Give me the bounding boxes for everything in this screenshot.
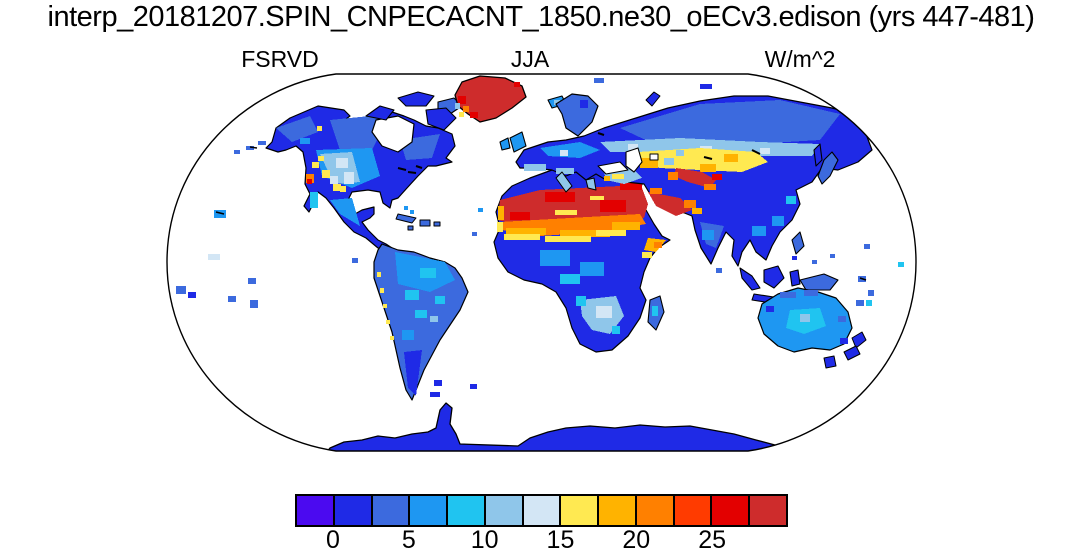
robinson-outline bbox=[166, 73, 917, 452]
colorbar-segment bbox=[372, 496, 411, 525]
figure-title: interp_20181207.SPIN_CNPECACNT_1850.ne30… bbox=[47, 1, 1035, 33]
season-label: JJA bbox=[510, 46, 550, 72]
colorbar-segments bbox=[297, 496, 786, 525]
land-east-asia-islands bbox=[791, 143, 839, 255]
colorbar-segment bbox=[561, 496, 600, 525]
land-south-america bbox=[373, 243, 469, 401]
colorbar-segment bbox=[448, 496, 486, 525]
colorbar-segment bbox=[334, 496, 373, 525]
variable-label: FSRVD bbox=[241, 46, 319, 72]
colorbar-ticks: 0 5 10 15 20 25 bbox=[295, 526, 788, 554]
colorbar-segment bbox=[523, 496, 562, 525]
black-sea bbox=[597, 161, 629, 175]
units-label: W/m^2 bbox=[764, 46, 836, 72]
colorbar-segment bbox=[297, 496, 335, 525]
land-eurasia bbox=[515, 78, 879, 267]
colorbar-tick-label: 5 bbox=[401, 526, 416, 554]
land-australia bbox=[757, 287, 867, 369]
caspian-sea bbox=[625, 147, 643, 173]
land-greenland bbox=[454, 75, 527, 123]
colorbar-segment bbox=[485, 496, 524, 525]
colorbar-segment bbox=[712, 496, 751, 525]
land-north-america bbox=[234, 91, 463, 253]
colorbar-segment bbox=[750, 496, 786, 525]
aral-sea bbox=[649, 153, 659, 161]
colorbar-segment bbox=[599, 496, 637, 525]
island-outline-marks bbox=[215, 146, 867, 281]
colorbar-tick-label: 25 bbox=[698, 526, 727, 554]
new-zealand-south bbox=[843, 345, 861, 361]
colorbar-tick-label: 15 bbox=[546, 526, 575, 554]
colorbar-segment bbox=[674, 496, 713, 525]
hudson-bay bbox=[371, 115, 415, 153]
colorbar-segment bbox=[410, 496, 449, 525]
lake-marks bbox=[597, 132, 761, 160]
tasmania bbox=[823, 355, 837, 369]
land-nw-europe-islands bbox=[499, 93, 599, 153]
new-zealand-north bbox=[851, 331, 867, 349]
great-lakes-marks bbox=[397, 165, 423, 174]
colorbar-tick-label: 0 bbox=[325, 526, 340, 554]
land-antarctica bbox=[319, 402, 797, 451]
colorbar-segment bbox=[636, 496, 675, 525]
land-africa bbox=[493, 165, 671, 353]
colorbar bbox=[295, 494, 788, 527]
falkland-islands bbox=[430, 392, 440, 397]
colorbar-tick-label: 20 bbox=[622, 526, 651, 554]
colorbar-tick-label: 10 bbox=[470, 526, 499, 554]
